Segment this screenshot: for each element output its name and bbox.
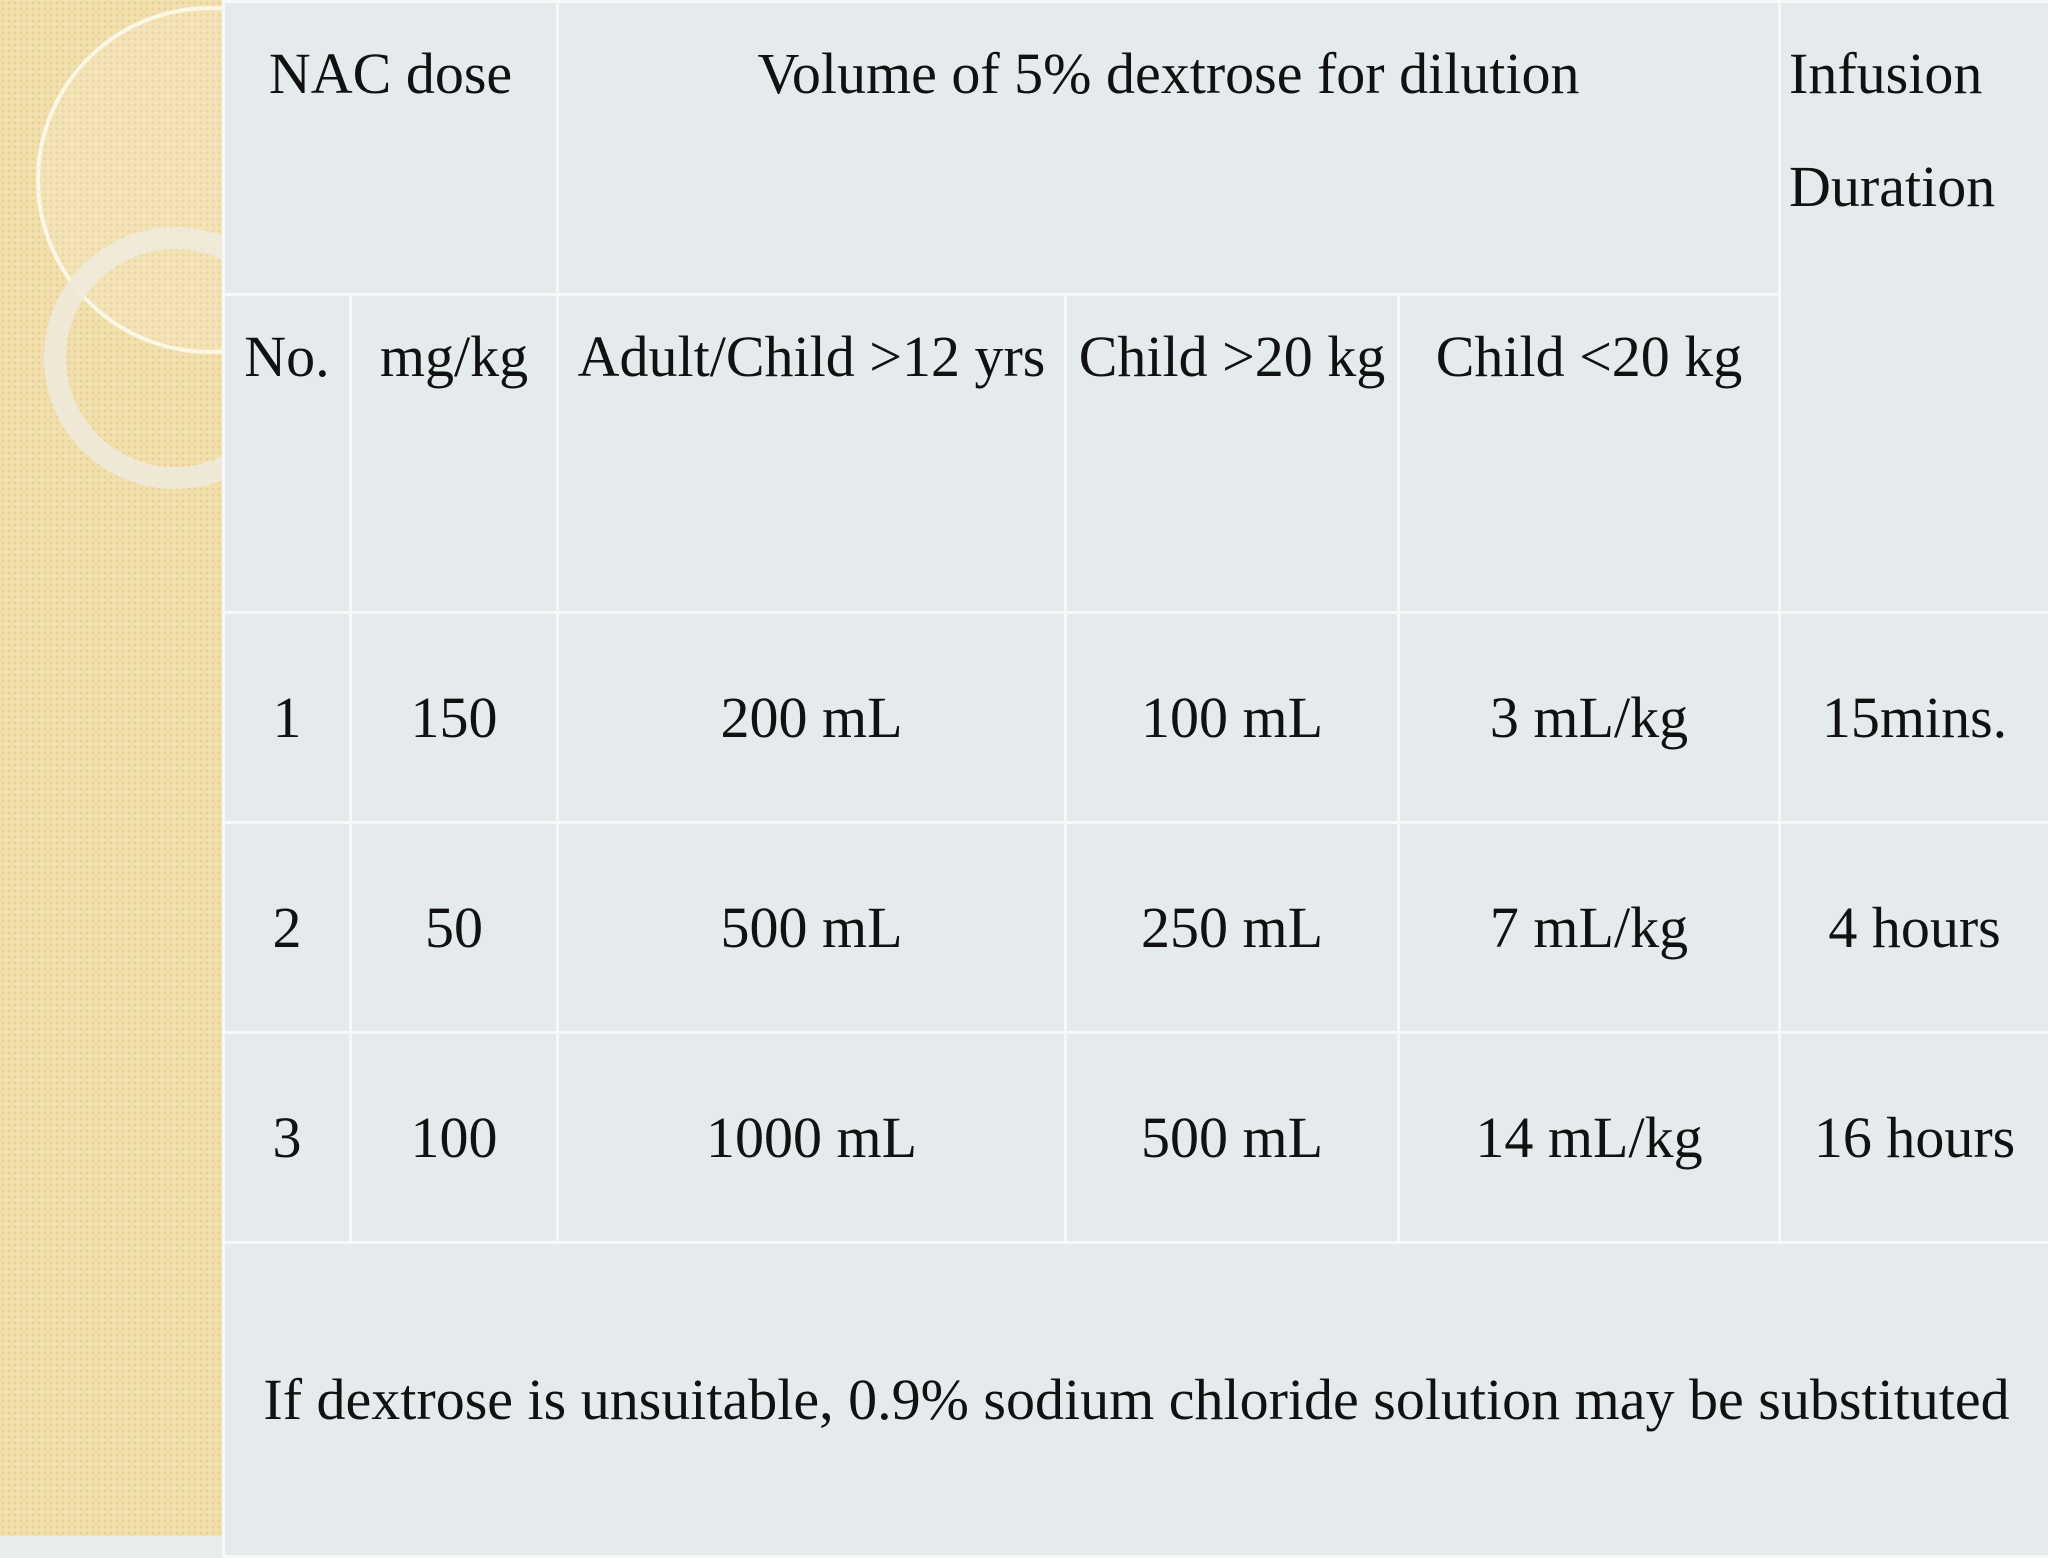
- note-row: If dextrose is unsuitable, 0.9% sodium c…: [224, 1243, 2048, 1557]
- body-cell: 15mins.: [1780, 613, 2048, 823]
- body-cell: 200 mL: [558, 613, 1066, 823]
- body-cell: 100 mL: [1066, 613, 1399, 823]
- header-cell: Child <20 kg: [1399, 295, 1780, 613]
- body-cell: 150: [351, 613, 558, 823]
- header-cell: Infusion Duration: [1780, 2, 2048, 613]
- note: If dextrose is unsuitable, 0.9% sodium c…: [224, 1243, 2048, 1557]
- body-cell: 500 mL: [558, 823, 1066, 1033]
- header-row: NAC dose Volume of 5% dextrose for dilut…: [224, 2, 2048, 295]
- body-cell: 1: [224, 613, 351, 823]
- body-cell: 3: [224, 1033, 351, 1243]
- body-cell: 250 mL: [1066, 823, 1399, 1033]
- header-cell: Volume of 5% dextrose for dilution: [558, 2, 1780, 295]
- body-cell: 50: [351, 823, 558, 1033]
- body-cell: 100: [351, 1033, 558, 1243]
- body-cell: 1000 mL: [558, 1033, 1066, 1243]
- body-cell: 16 hours: [1780, 1033, 2048, 1243]
- body-cell: 7 mL/kg: [1399, 823, 1780, 1033]
- body-cell: 2: [224, 823, 351, 1033]
- dose-table: NAC dose Volume of 5% dextrose for dilut…: [222, 0, 2048, 1558]
- body-cell: 3 mL/kg: [1399, 613, 1780, 823]
- body-cell: 500 mL: [1066, 1033, 1399, 1243]
- body-cell: 14 mL/kg: [1399, 1033, 1780, 1243]
- header-cell: NAC dose: [224, 2, 558, 295]
- header-row: No. mg/kg Adult/Child >12 yrs Child >20 …: [224, 295, 2048, 613]
- decoration: [0, 0, 260, 500]
- header-cell: Adult/Child >12 yrs: [558, 295, 1066, 613]
- body-cell: 4 hours: [1780, 823, 2048, 1033]
- header-cell: No.: [224, 295, 351, 613]
- header-cell: Child >20 kg: [1066, 295, 1399, 613]
- header-cell: mg/kg: [351, 295, 558, 613]
